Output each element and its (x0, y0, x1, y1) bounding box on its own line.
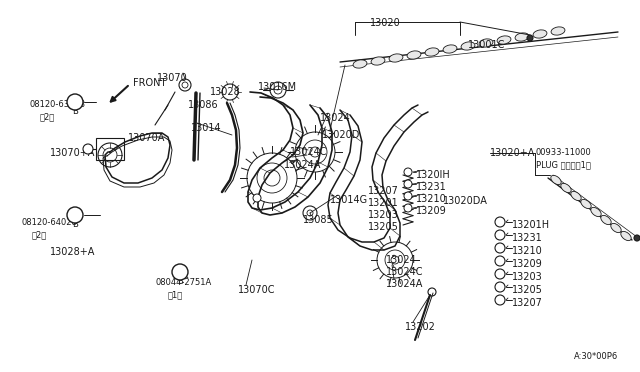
Text: B: B (72, 107, 78, 116)
Text: （2）: （2） (40, 112, 55, 121)
Ellipse shape (581, 199, 591, 209)
Circle shape (495, 295, 505, 305)
Text: 13210: 13210 (416, 194, 447, 204)
Text: 13020D: 13020D (322, 130, 360, 140)
Ellipse shape (371, 57, 385, 65)
Text: 13020+A: 13020+A (490, 148, 536, 158)
Text: 13207: 13207 (368, 186, 399, 196)
Text: 13016M: 13016M (258, 82, 297, 92)
Ellipse shape (407, 51, 421, 59)
Circle shape (172, 264, 188, 280)
Text: 13020DA: 13020DA (443, 196, 488, 206)
Text: （2）: （2） (32, 230, 47, 239)
Text: 13086: 13086 (188, 100, 219, 110)
Text: 13203: 13203 (368, 210, 399, 220)
Text: 13209: 13209 (416, 206, 447, 216)
Text: A:30*00P6: A:30*00P6 (574, 352, 618, 361)
Circle shape (404, 168, 412, 176)
Text: （1）: （1） (168, 290, 183, 299)
Text: 13014G: 13014G (330, 195, 368, 205)
Text: 1320lH: 1320lH (416, 170, 451, 180)
Ellipse shape (425, 48, 439, 56)
Ellipse shape (551, 27, 565, 35)
Text: 13028: 13028 (210, 87, 241, 97)
Text: 13070A: 13070A (128, 133, 165, 143)
Circle shape (83, 144, 93, 154)
Circle shape (495, 282, 505, 292)
Circle shape (495, 269, 505, 279)
Text: 13205: 13205 (368, 222, 399, 232)
Circle shape (495, 230, 505, 240)
Text: B: B (177, 277, 183, 286)
Text: 13210: 13210 (512, 246, 543, 256)
Text: FRONT: FRONT (133, 78, 166, 88)
Ellipse shape (515, 33, 529, 41)
Text: 13202: 13202 (405, 322, 436, 332)
Text: 13231: 13231 (512, 233, 543, 243)
Ellipse shape (601, 215, 611, 225)
Text: PLUG プラグ（1）: PLUG プラグ（1） (536, 160, 591, 169)
Text: 13070C: 13070C (238, 285, 275, 295)
Circle shape (404, 204, 412, 212)
Text: 13014: 13014 (191, 123, 221, 133)
Text: 13024C: 13024C (386, 267, 424, 277)
Text: 13020: 13020 (370, 18, 401, 28)
Text: 13070: 13070 (157, 73, 188, 83)
Text: 13201H: 13201H (512, 220, 550, 230)
Text: 13207: 13207 (512, 298, 543, 308)
Ellipse shape (479, 39, 493, 47)
Circle shape (495, 243, 505, 253)
Text: 13231: 13231 (416, 182, 447, 192)
Text: 08044-2751A: 08044-2751A (156, 278, 212, 287)
Ellipse shape (591, 207, 601, 217)
Circle shape (67, 94, 83, 110)
Text: 08120-63528: 08120-63528 (30, 100, 86, 109)
Circle shape (404, 192, 412, 200)
Text: 13085: 13085 (303, 215, 333, 225)
Ellipse shape (611, 224, 621, 232)
Circle shape (253, 194, 261, 202)
Text: 13070+A: 13070+A (50, 148, 95, 158)
Text: 00933-11000: 00933-11000 (536, 148, 592, 157)
Text: 08120-64028: 08120-64028 (22, 218, 78, 227)
Circle shape (495, 217, 505, 227)
Text: 13024: 13024 (320, 113, 351, 123)
Ellipse shape (561, 183, 571, 193)
Text: 13024: 13024 (386, 255, 417, 265)
Ellipse shape (497, 36, 511, 44)
Text: 13001C: 13001C (468, 40, 506, 50)
Ellipse shape (461, 42, 475, 50)
Ellipse shape (443, 45, 457, 53)
Circle shape (495, 256, 505, 266)
Bar (96, 138, 124, 160)
Ellipse shape (389, 54, 403, 62)
Text: 13205: 13205 (512, 285, 543, 295)
Text: 13203: 13203 (512, 272, 543, 282)
Text: 13024A: 13024A (386, 279, 424, 289)
Ellipse shape (551, 175, 561, 185)
Ellipse shape (353, 60, 367, 68)
Ellipse shape (621, 231, 631, 241)
Circle shape (67, 207, 83, 223)
Ellipse shape (571, 191, 581, 201)
Text: 13024C: 13024C (290, 147, 328, 157)
Text: 13201: 13201 (368, 198, 399, 208)
Text: 13209: 13209 (512, 259, 543, 269)
Text: 13024A: 13024A (284, 160, 321, 170)
Text: 13028+A: 13028+A (50, 247, 95, 257)
Ellipse shape (533, 30, 547, 38)
Circle shape (634, 235, 640, 241)
Circle shape (527, 35, 533, 41)
Text: B: B (72, 220, 78, 229)
Circle shape (404, 180, 412, 188)
